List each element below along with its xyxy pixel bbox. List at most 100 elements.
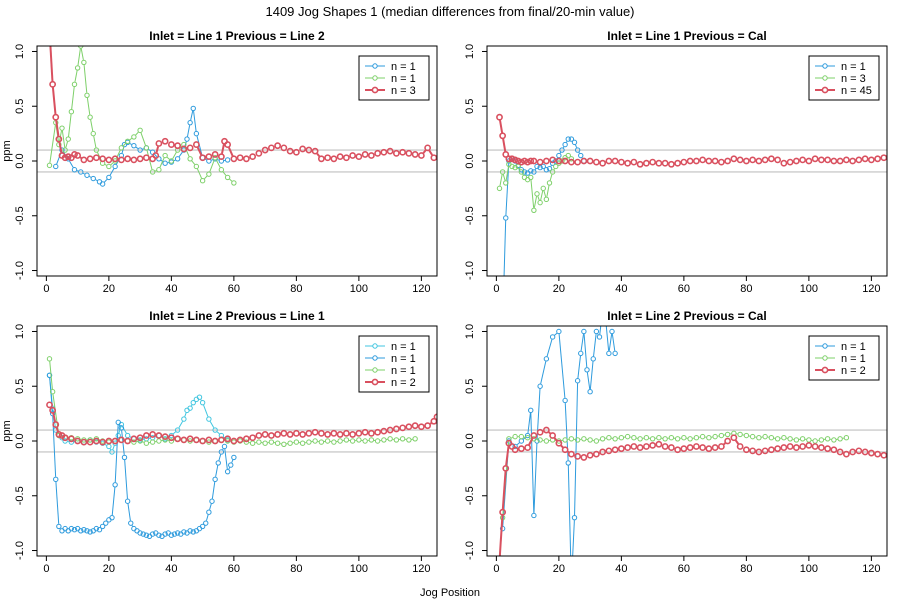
- data-point: [55, 135, 63, 143]
- data-point: [531, 169, 537, 175]
- x-tick-label: 100: [350, 283, 368, 295]
- series-segment: [577, 355, 581, 379]
- series-segment: [505, 163, 510, 216]
- data-point: [67, 435, 75, 443]
- data-point: [199, 437, 207, 445]
- data-point: [767, 155, 775, 163]
- series-group: [46, 46, 437, 187]
- data-point: [292, 148, 300, 156]
- data-point: [206, 509, 212, 515]
- series-segment: [209, 503, 212, 510]
- series-segment: [229, 178, 233, 182]
- data-point: [578, 152, 584, 159]
- data-point: [137, 127, 143, 134]
- data-point: [505, 155, 513, 163]
- data-point: [249, 434, 257, 442]
- data-point: [630, 443, 638, 450]
- data-point: [528, 407, 534, 414]
- series-segment: [55, 427, 59, 432]
- y-tick-label: 0.5: [464, 379, 476, 394]
- data-point: [861, 448, 869, 456]
- data-point: [55, 431, 63, 438]
- data-point: [636, 444, 644, 451]
- data-point: [137, 147, 143, 153]
- data-point: [527, 157, 535, 165]
- legend-label: n = 1: [391, 61, 416, 73]
- data-point: [142, 432, 150, 439]
- data-point: [331, 439, 337, 445]
- data-point: [674, 159, 682, 167]
- data-point: [565, 136, 571, 142]
- series-segment: [86, 97, 91, 115]
- data-point: [761, 156, 769, 164]
- data-point: [81, 527, 87, 533]
- data-point: [218, 449, 225, 455]
- series-segment: [553, 437, 558, 442]
- data-point: [118, 145, 125, 151]
- data-point: [559, 147, 565, 153]
- data-point: [755, 157, 763, 165]
- data-point: [612, 350, 618, 357]
- series-segment: [574, 383, 579, 516]
- data-point: [224, 435, 232, 443]
- data-point: [306, 439, 312, 445]
- series-segment: [68, 114, 72, 137]
- series-segment: [166, 156, 170, 160]
- data-point: [867, 156, 875, 164]
- data-point: [311, 428, 319, 436]
- data-point: [324, 154, 332, 162]
- data-point: [411, 422, 419, 430]
- data-point: [256, 439, 262, 445]
- data-point: [717, 443, 725, 450]
- series-segment: [205, 514, 209, 521]
- panel-3: Inlet = Line 2 Previous = Line 1 0 20 40 60 8…: [1, 309, 438, 575]
- data-point: [546, 165, 553, 172]
- data-point: [649, 441, 657, 449]
- data-point: [186, 435, 194, 443]
- legend-label: n = 45: [841, 85, 872, 97]
- data-point: [749, 433, 756, 440]
- series-segment: [228, 467, 231, 470]
- data-point: [156, 438, 162, 444]
- data-point: [518, 438, 525, 444]
- series-2: [46, 46, 237, 186]
- series-segment: [104, 163, 107, 166]
- data-point: [128, 520, 134, 526]
- data-point: [211, 437, 219, 445]
- data-point: [524, 435, 531, 441]
- data-point: [837, 436, 843, 442]
- x-tick-label: 60: [228, 283, 240, 295]
- data-point: [71, 151, 78, 158]
- series-segment: [61, 130, 66, 148]
- series-segment: [572, 520, 575, 556]
- data-point: [212, 155, 218, 161]
- data-point: [774, 156, 782, 164]
- data-point: [68, 525, 75, 532]
- data-point: [768, 435, 775, 441]
- data-point: [417, 423, 425, 431]
- series-segment: [554, 332, 558, 336]
- x-tick-label: 100: [800, 563, 818, 575]
- data-point: [311, 147, 319, 155]
- data-point: [624, 159, 632, 167]
- data-point: [262, 440, 268, 446]
- data-point: [87, 529, 93, 535]
- data-point: [631, 435, 637, 441]
- legend-label: n = 1: [391, 353, 416, 365]
- series-segment: [559, 152, 562, 154]
- data-point: [117, 156, 125, 164]
- series-segment: [499, 174, 503, 186]
- data-point: [228, 462, 234, 468]
- data-point: [661, 443, 669, 450]
- data-point: [361, 151, 369, 158]
- series-segment: [227, 147, 234, 157]
- data-point: [187, 156, 193, 162]
- data-point: [65, 136, 71, 142]
- data-point: [568, 156, 575, 162]
- data-point: [136, 434, 144, 442]
- series-segment: [79, 156, 82, 159]
- data-point: [574, 437, 581, 443]
- legend: n = 1n = 1n = 1n = 2: [358, 335, 430, 393]
- data-point: [96, 527, 103, 533]
- series-3: [49, 46, 437, 164]
